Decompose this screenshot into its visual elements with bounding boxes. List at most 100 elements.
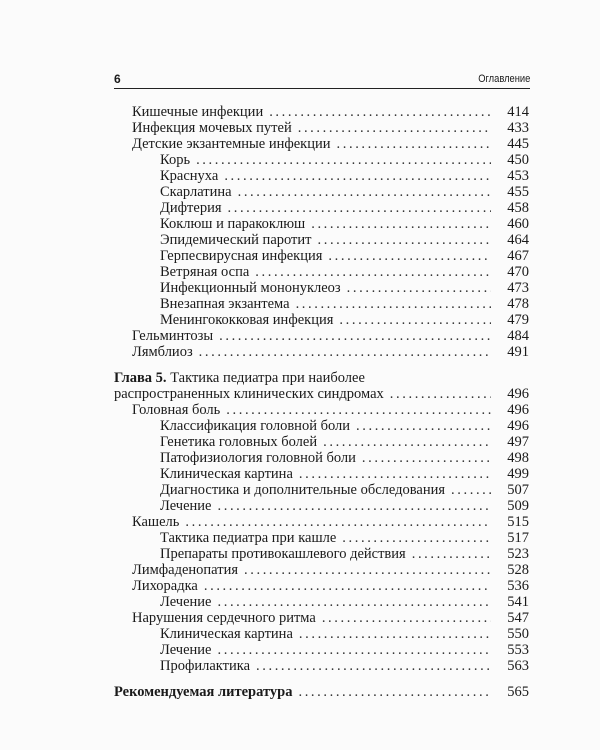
toc-entry[interactable]: Патофизиология головной боли............… [114, 450, 529, 466]
entry-title: Лечение [160, 498, 212, 514]
page-ref: 453 [507, 168, 529, 184]
toc-entry[interactable]: Диагностика и дополнительные обследовани… [114, 482, 529, 498]
toc-entry[interactable]: Генетика головных болей.................… [114, 434, 529, 450]
dot-leader: ........................................… [342, 530, 491, 546]
running-header: 6 Оглавление [114, 72, 530, 89]
dot-leader: ........................................… [255, 264, 491, 280]
page-ref: 523 [507, 546, 529, 562]
toc-entry[interactable]: Лечение.................................… [114, 642, 529, 658]
page-ref: 455 [507, 184, 529, 200]
dot-leader: ........................................… [451, 482, 491, 498]
toc-entry[interactable]: Коклюш и паракоклюш.....................… [114, 216, 529, 232]
toc-entry[interactable]: Препараты противокашлевого действия.....… [114, 546, 529, 562]
entry-title: Клиническая картина [160, 626, 293, 642]
page-ref: 499 [507, 466, 529, 482]
dot-leader: ........................................… [317, 232, 492, 248]
chapter-title-line-2: распространенных клинических синдромах [114, 386, 384, 402]
toc-entry[interactable]: Инфекция мочевых путей..................… [114, 120, 529, 136]
page-number: 6 [114, 72, 121, 86]
toc-entry[interactable]: Лихорадка...............................… [114, 578, 529, 594]
dot-leader: ........................................… [227, 200, 492, 216]
running-title: Оглавление [477, 73, 530, 85]
dot-leader: ........................................… [203, 578, 491, 594]
page-ref: 550 [507, 626, 529, 642]
page-ref: 563 [507, 658, 529, 674]
toc-entry[interactable]: Эпидемический паротит...................… [114, 232, 529, 248]
dot-leader: ........................................… [196, 152, 491, 168]
toc-entry[interactable]: Лямблиоз................................… [114, 344, 529, 360]
toc-entry[interactable]: Дифтерия................................… [114, 200, 529, 216]
page-ref: 433 [507, 120, 529, 136]
chapter-title: Тактика педиатра при наиболее [170, 370, 365, 386]
toc-entry[interactable]: Инфекционный мононуклеоз................… [114, 280, 529, 296]
entry-title: Профилактика [160, 658, 251, 674]
dot-leader: ........................................… [346, 280, 491, 296]
entry-title: Препараты противокашлевого действия [160, 546, 406, 562]
page-ref: 458 [507, 200, 529, 216]
page-ref: 553 [507, 642, 529, 658]
toc-entry[interactable]: Профилактика............................… [114, 658, 529, 674]
entry-title: Ветряная оспа [160, 264, 250, 280]
entry-title: Лимфаденопатия [132, 562, 239, 578]
entry-title: Тактика педиатра при кашле [160, 530, 337, 546]
toc-entry[interactable]: Кашель..................................… [114, 514, 529, 530]
entry-title: Диагностика и дополнительные обследовани… [160, 482, 446, 498]
page-ref: 467 [507, 248, 529, 264]
toc-entry[interactable]: Гельминтозы.............................… [114, 328, 529, 344]
toc-entry[interactable]: Лечение.................................… [114, 594, 529, 610]
entry-title: Нарушения сердечного ритма [132, 610, 316, 626]
page-ref: 479 [507, 312, 529, 328]
toc-entry[interactable]: Рекомендуемая литература ...............… [114, 684, 529, 700]
toc-entry[interactable]: Головная боль...........................… [114, 402, 529, 418]
toc-entry[interactable]: Внезапная экзантема.....................… [114, 296, 529, 312]
toc-entry[interactable]: Скарлатина..............................… [114, 184, 529, 200]
entry-title: Герпесвирусная инфекция [160, 248, 323, 264]
page-ref: 565 [507, 684, 529, 700]
toc-section-1: Кишечные инфекции.......................… [114, 104, 529, 360]
dot-leader: ........................................… [217, 594, 492, 610]
page-ref: 498 [507, 450, 529, 466]
dot-leader: ........................................… [198, 344, 491, 360]
toc-entry[interactable]: Лимфаденопатия..........................… [114, 562, 529, 578]
entry-title: Инфекция мочевых путей [132, 120, 292, 136]
page-ref: 478 [507, 296, 529, 312]
dot-leader: ........................................… [361, 450, 491, 466]
toc-entry[interactable]: Клиническая картина.....................… [114, 626, 529, 642]
entry-title: Детские экзантемные инфекции [132, 136, 331, 152]
page-ref: 473 [507, 280, 529, 296]
entry-title: Гельминтозы [132, 328, 214, 344]
toc-entry[interactable]: Менингококковая инфекция................… [114, 312, 529, 328]
entry-title: Инфекционный мононуклеоз [160, 280, 341, 296]
toc-entry[interactable]: Детские экзантемные инфекции............… [114, 136, 529, 152]
toc-entry[interactable]: Ветряная оспа...........................… [114, 264, 529, 280]
dot-leader: ........................................… [217, 642, 492, 658]
page-ref: 464 [507, 232, 529, 248]
toc-entry[interactable]: Краснуха................................… [114, 168, 529, 184]
page-ref: 507 [507, 482, 529, 498]
chapter-title-line-1: Глава 5. Тактика педиатра при наиболее [114, 370, 529, 386]
page-ref: 484 [507, 328, 529, 344]
entry-title: Дифтерия [160, 200, 222, 216]
dot-leader: ........................................… [185, 514, 491, 530]
page-ref: 528 [507, 562, 529, 578]
dot-leader: ........................................… [224, 168, 491, 184]
references-title: Рекомендуемая литература [114, 684, 293, 700]
entry-title: Лечение [160, 642, 212, 658]
entry-title: Эпидемический паротит [160, 232, 312, 248]
entry-title: Кашель [132, 514, 180, 530]
toc-entry[interactable]: Нарушения сердечного ритма..............… [114, 610, 529, 626]
dot-leader: ........................................… [411, 546, 491, 562]
entry-title: Корь [160, 152, 191, 168]
toc-entry[interactable]: Корь....................................… [114, 152, 529, 168]
toc-entry[interactable]: Лечение.................................… [114, 498, 529, 514]
toc-entry[interactable]: Клиническая картина.....................… [114, 466, 529, 482]
toc-entry[interactable]: Кишечные инфекции.......................… [114, 104, 529, 120]
page-ref: 414 [507, 104, 529, 120]
page-ref: 491 [507, 344, 529, 360]
toc-entry[interactable]: распространенных клинических синдромах .… [114, 386, 529, 402]
references-entry: Рекомендуемая литература ...............… [114, 684, 529, 700]
toc-entry[interactable]: Тактика педиатра при кашле..............… [114, 530, 529, 546]
toc-entry[interactable]: Герпесвирусная инфекция.................… [114, 248, 529, 264]
toc-entry[interactable]: Классификация головной боли.............… [114, 418, 529, 434]
dot-leader: ........................................… [328, 248, 491, 264]
